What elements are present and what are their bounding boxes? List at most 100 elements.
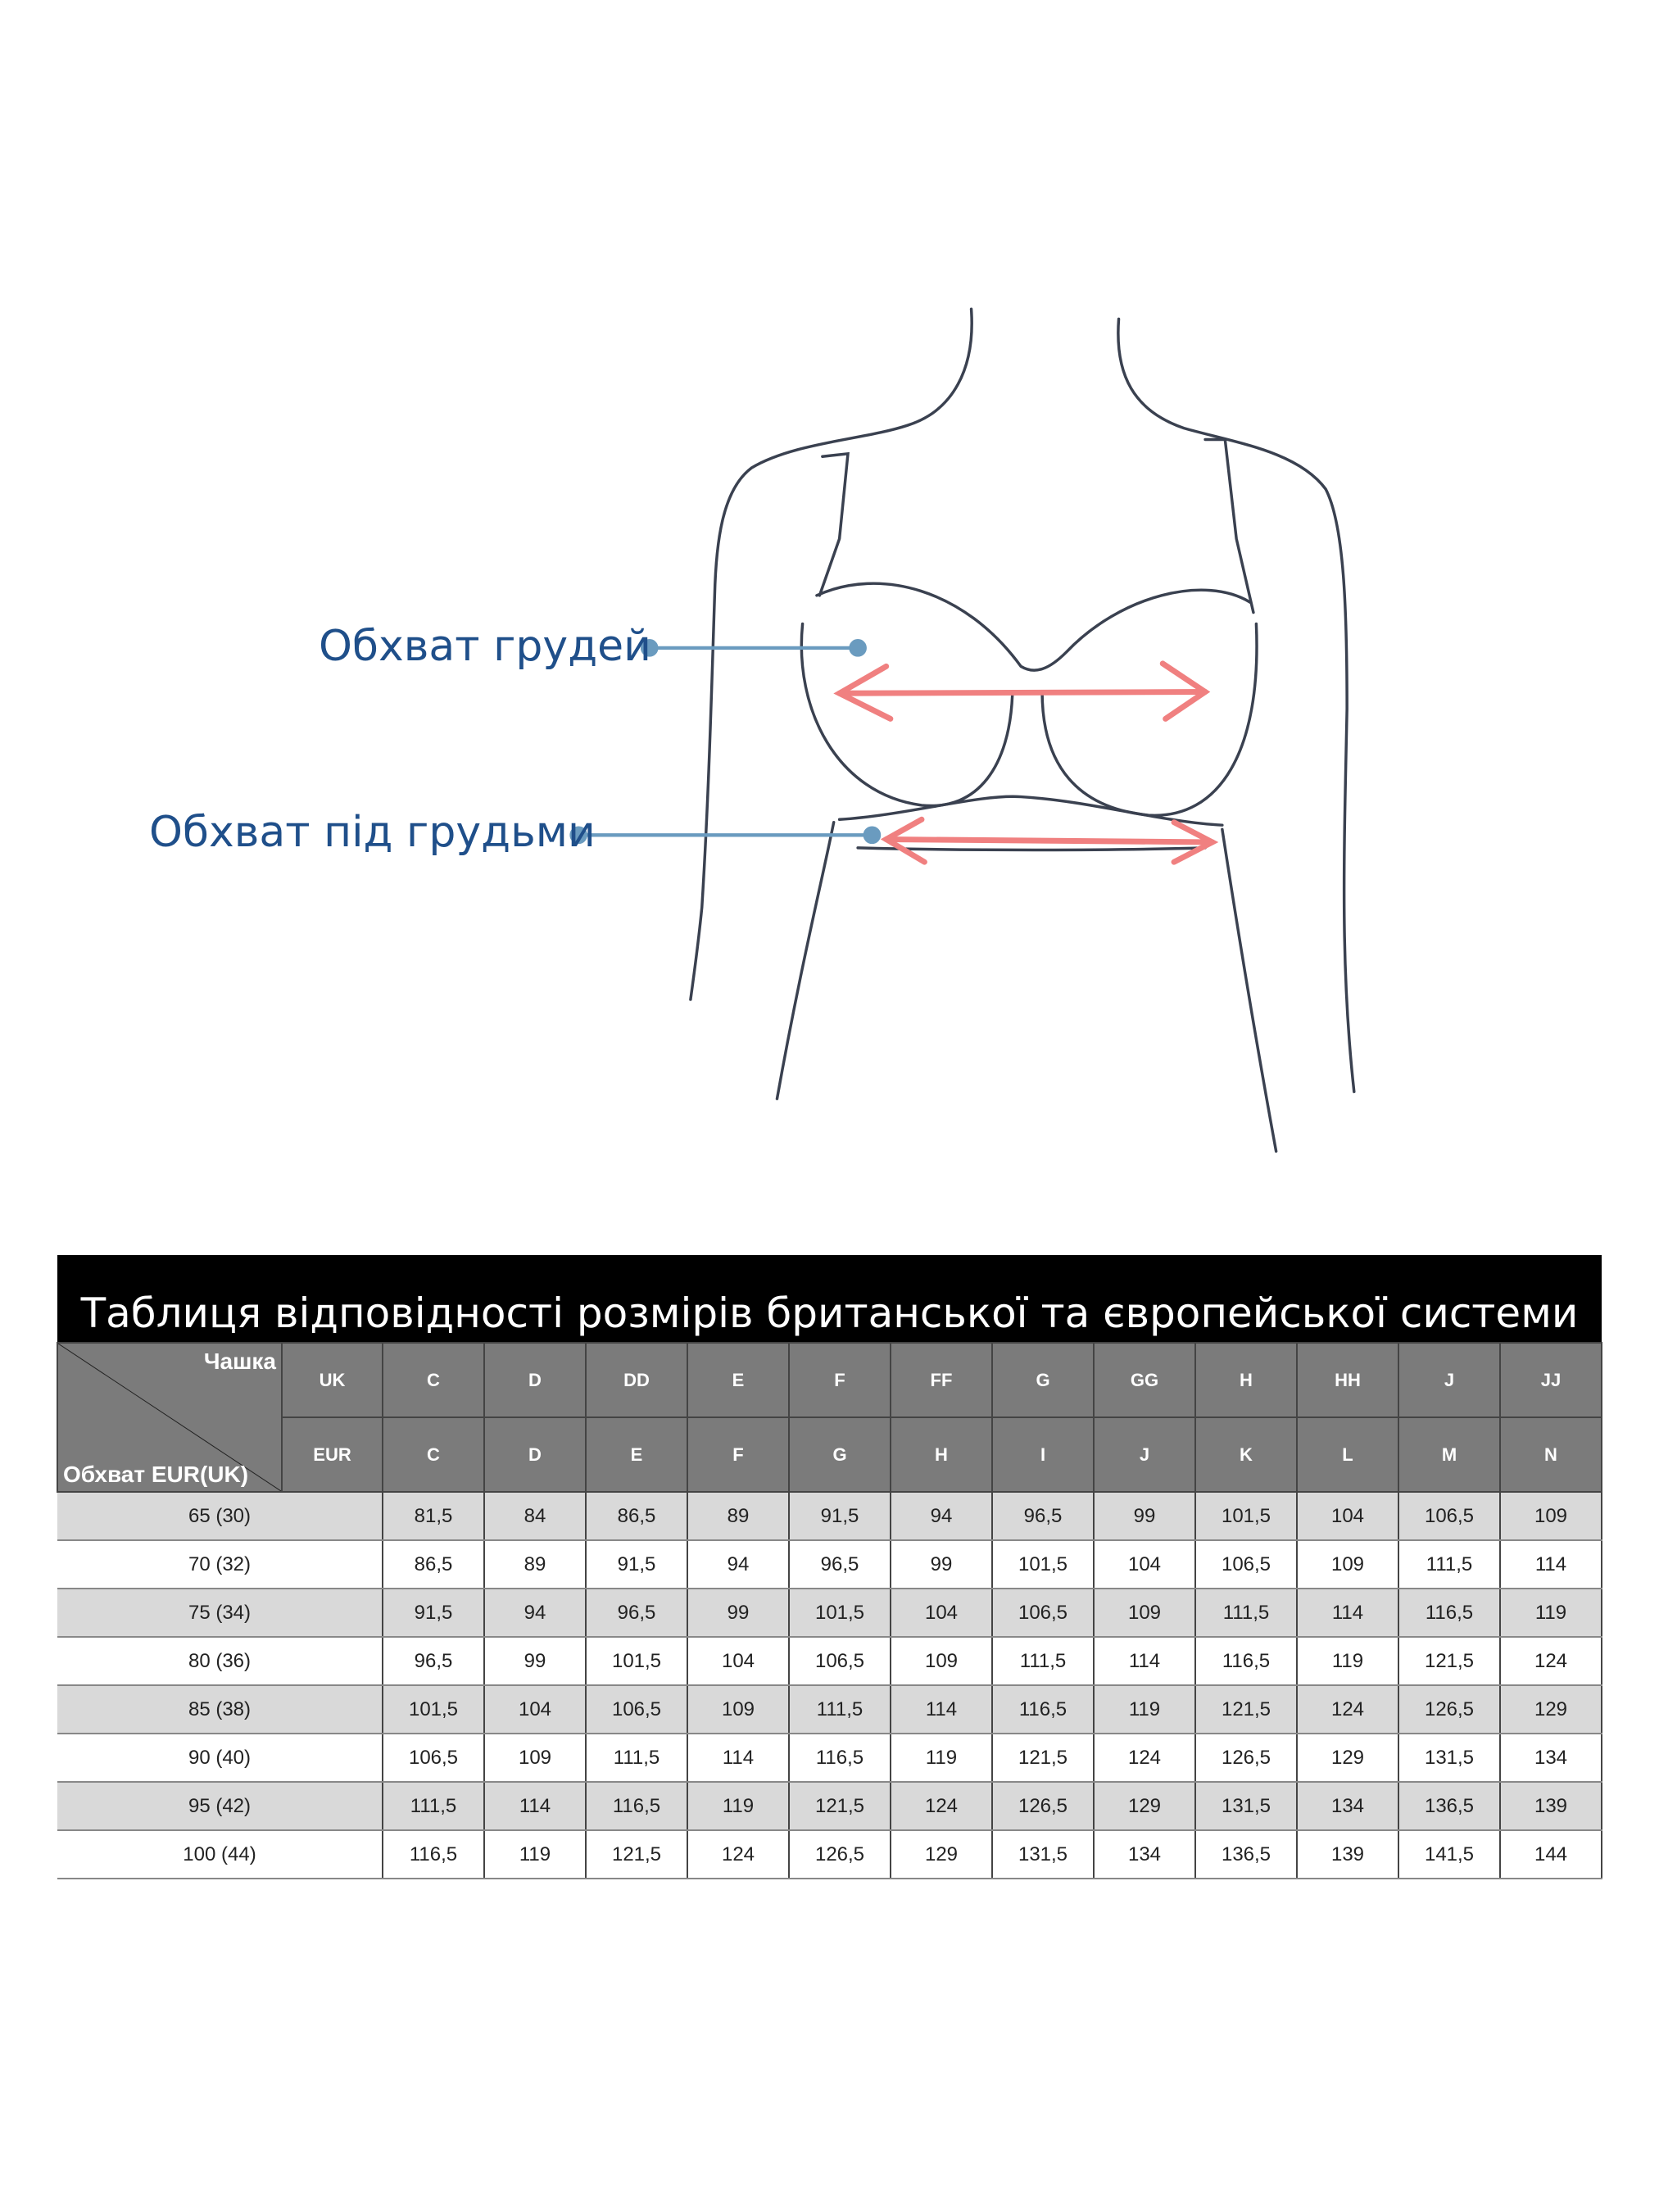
bust-value: 109 <box>890 1637 993 1686</box>
bust-value: 96,5 <box>382 1637 485 1686</box>
uk-label: UK <box>281 1342 383 1418</box>
bust-value: 106,5 <box>382 1734 485 1783</box>
bust-value: 86,5 <box>585 1492 688 1541</box>
underbust-label: Обхват під грудьми <box>149 808 596 857</box>
bust-value: 89 <box>483 1540 587 1589</box>
eur-cup-header: G <box>788 1416 891 1493</box>
bust-value: 114 <box>1499 1540 1602 1589</box>
bust-value: 106,5 <box>788 1637 891 1686</box>
bust-value: 119 <box>1499 1589 1602 1638</box>
band-size: 85 (38) <box>57 1685 383 1734</box>
band-size: 70 (32) <box>57 1540 383 1589</box>
bust-value: 96,5 <box>991 1492 1095 1541</box>
bust-value: 114 <box>890 1685 993 1734</box>
bust-value: 119 <box>890 1734 993 1783</box>
table-row: 80 (36) 96,5 99 101,5 104 106,5 109 111,5 114 116… <box>57 1637 1602 1686</box>
bust-value: 111,5 <box>991 1637 1095 1686</box>
bust-value: 106,5 <box>991 1589 1095 1638</box>
bust-value: 121,5 <box>585 1830 688 1879</box>
underbust-arrow <box>880 816 1219 865</box>
uk-cup-header: HH <box>1296 1342 1399 1418</box>
bust-value: 131,5 <box>1398 1734 1501 1783</box>
band-size: 100 (44) <box>57 1830 383 1879</box>
bust-value: 106,5 <box>585 1685 688 1734</box>
bust-value: 104 <box>1093 1540 1196 1589</box>
bust-value: 96,5 <box>585 1589 688 1638</box>
bust-value: 134 <box>1296 1782 1399 1831</box>
eur-cup-header: J <box>1093 1416 1196 1493</box>
bust-value: 116,5 <box>991 1685 1095 1734</box>
bust-value: 124 <box>890 1782 993 1831</box>
bust-value: 104 <box>890 1589 993 1638</box>
bust-value: 111,5 <box>1194 1589 1298 1638</box>
bust-value: 109 <box>1499 1492 1602 1541</box>
bust-value: 109 <box>1093 1589 1196 1638</box>
table-row: 95 (42) 111,5 114 116,5 119 121,5 124 126,5 129 1… <box>57 1782 1602 1831</box>
torso-sketch <box>569 307 1356 1153</box>
bust-value: 106,5 <box>1398 1492 1501 1541</box>
bust-value: 106,5 <box>1194 1540 1298 1589</box>
uk-cup-header: GG <box>1093 1342 1196 1418</box>
bust-value: 109 <box>483 1734 587 1783</box>
band-size: 90 (40) <box>57 1734 383 1783</box>
bust-value: 121,5 <box>1398 1637 1501 1686</box>
eur-cup-header: E <box>585 1416 688 1493</box>
bust-value: 104 <box>1296 1492 1399 1541</box>
uk-cup-header: F <box>788 1342 891 1418</box>
bust-value: 99 <box>1093 1492 1196 1541</box>
bust-arrow <box>833 660 1211 722</box>
bust-value: 119 <box>1093 1685 1196 1734</box>
bust-value: 124 <box>1093 1734 1196 1783</box>
eur-cup-header: L <box>1296 1416 1399 1493</box>
bust-value: 101,5 <box>788 1589 891 1638</box>
bust-value: 136,5 <box>1194 1830 1298 1879</box>
bust-value: 94 <box>483 1589 587 1638</box>
bust-value: 111,5 <box>1398 1540 1501 1589</box>
bust-value: 136,5 <box>1398 1782 1501 1831</box>
band-size: 80 (36) <box>57 1637 383 1686</box>
bust-value: 116,5 <box>1194 1637 1298 1686</box>
bust-value: 101,5 <box>585 1637 688 1686</box>
bust-value: 94 <box>890 1492 993 1541</box>
bust-value: 114 <box>1093 1637 1196 1686</box>
bust-value: 124 <box>1499 1637 1602 1686</box>
uk-cup-header: JJ <box>1499 1342 1602 1418</box>
bust-value: 124 <box>1296 1685 1399 1734</box>
uk-cup-header: DD <box>585 1342 688 1418</box>
uk-cup-header: E <box>687 1342 790 1418</box>
table-row: 70 (32) 86,5 89 91,5 94 96,5 99 101,5 104 106,5 10… <box>57 1540 1602 1589</box>
bust-value: 121,5 <box>991 1734 1095 1783</box>
bust-value: 101,5 <box>382 1685 485 1734</box>
table-row: 90 (40) 106,5 109 111,5 114 116,5 119 121,5 124 1… <box>57 1734 1602 1783</box>
bust-value: 139 <box>1296 1830 1399 1879</box>
bust-value: 111,5 <box>382 1782 485 1831</box>
eur-cup-header: C <box>382 1416 485 1493</box>
uk-cup-header: J <box>1398 1342 1501 1418</box>
bust-value: 124 <box>687 1830 790 1879</box>
bust-value: 84 <box>483 1492 587 1541</box>
bust-value: 114 <box>1296 1589 1399 1638</box>
eur-cup-header: I <box>991 1416 1095 1493</box>
bust-value: 91,5 <box>585 1540 688 1589</box>
bust-value: 134 <box>1093 1830 1196 1879</box>
bust-value: 131,5 <box>1194 1782 1298 1831</box>
bust-value: 121,5 <box>788 1782 891 1831</box>
table-row: 85 (38) 101,5 104 106,5 109 111,5 114 116,5 119 1… <box>57 1685 1602 1734</box>
uk-cup-header: G <box>991 1342 1095 1418</box>
bust-value: 129 <box>890 1830 993 1879</box>
bust-value: 129 <box>1093 1782 1196 1831</box>
band-size: 65 (30) <box>57 1492 383 1541</box>
bust-value: 121,5 <box>1194 1685 1298 1734</box>
girth-label: Обхват EUR(UK) <box>63 1462 249 1487</box>
eur-cup-header: K <box>1194 1416 1298 1493</box>
eur-label: EUR <box>281 1416 383 1493</box>
table-row: 65 (30) 81,5 84 86,5 89 91,5 94 96,5 99 101,5 104 1… <box>57 1492 1602 1541</box>
size-table: Таблиця відповідності розмірів британськ… <box>57 1255 1602 1879</box>
bust-value: 91,5 <box>788 1492 891 1541</box>
bust-value: 99 <box>890 1540 993 1589</box>
bust-value: 99 <box>483 1637 587 1686</box>
bust-value: 116,5 <box>788 1734 891 1783</box>
bust-value: 119 <box>1296 1637 1399 1686</box>
bust-value: 114 <box>687 1734 790 1783</box>
bust-value: 116,5 <box>1398 1589 1501 1638</box>
